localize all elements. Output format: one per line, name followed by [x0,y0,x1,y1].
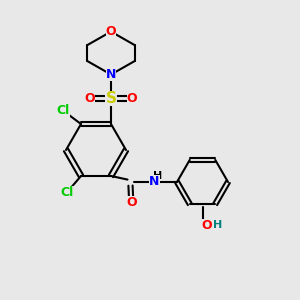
Text: S: S [106,91,116,106]
Text: O: O [202,219,212,232]
Text: O: O [85,92,95,105]
Text: Cl: Cl [56,104,70,117]
Text: Cl: Cl [61,186,74,199]
Text: N: N [149,176,160,188]
Text: H: H [153,171,162,181]
Text: N: N [106,68,116,81]
Text: O: O [127,92,137,105]
Text: O: O [127,196,137,209]
Text: O: O [106,25,116,38]
Text: H: H [213,220,222,230]
